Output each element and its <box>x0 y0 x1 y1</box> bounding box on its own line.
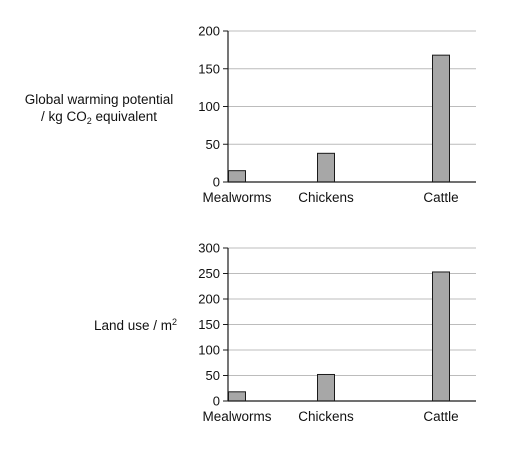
chart-1-ylabel-line1: Global warming potential <box>25 92 174 107</box>
chart-2-ytick-label-250: 250 <box>198 266 220 281</box>
chart-2-ylabel-prefix: Land use / m <box>94 318 172 333</box>
chart-1-bar-cattle <box>432 54 450 183</box>
chart-2-ytick-label-100: 100 <box>198 343 220 358</box>
chart-2-bar-chickens <box>317 373 335 402</box>
chart-1-category-label-mealworms: Mealworms <box>202 190 271 205</box>
chart-2-bar-cattle <box>432 271 450 402</box>
chart-1-ylabel-line2: / kg CO2 equivalent <box>41 109 157 126</box>
chart-2-category-label-mealworms: Mealworms <box>202 409 271 424</box>
chart-2-ytick-label-300: 300 <box>198 241 220 256</box>
chart-1-ytick-label-150: 150 <box>198 61 220 76</box>
chart-1-category-label-chickens: Chickens <box>298 190 354 205</box>
chart-2-bar-mealworms <box>228 391 246 402</box>
chart-1-ytick-label-0: 0 <box>213 175 220 190</box>
chart-2-category-label-chickens: Chickens <box>298 409 354 424</box>
chart-2-ylabel: Land use / m2 <box>94 317 177 333</box>
chart-2-ytick-label-150: 150 <box>198 317 220 332</box>
chart-2-category-label-cattle: Cattle <box>423 409 458 424</box>
chart-1-ytick-label-200: 200 <box>198 24 220 39</box>
chart-global-warming: 0 50 100 150 200 Mealworms Chickens Cattle <box>198 24 476 205</box>
chart-land-use: 0 50 100 150 200 250 300 Mealworms Chickens Cattl… <box>198 241 476 424</box>
chart-1-ylabel-line2-sub: 2 <box>87 116 92 126</box>
chart-1-ytick-label-100: 100 <box>198 99 220 114</box>
chart-2-ytick-label-50: 50 <box>206 368 220 383</box>
chart-1-bar-chickens <box>317 152 335 183</box>
chart-1-ylabel-line2-suffix: equivalent <box>92 109 158 124</box>
chart-2-ytick-label-200: 200 <box>198 292 220 307</box>
chart-2-ylabel-sup: 2 <box>172 317 177 327</box>
chart-1-bar-mealworms <box>228 170 246 183</box>
chart-1-ylabel-line2-prefix: / kg CO <box>41 109 87 124</box>
chart-2-ytick-label-0: 0 <box>213 394 220 409</box>
chart-1-ytick-label-50: 50 <box>206 137 220 152</box>
chart-1-category-label-cattle: Cattle <box>423 190 458 205</box>
